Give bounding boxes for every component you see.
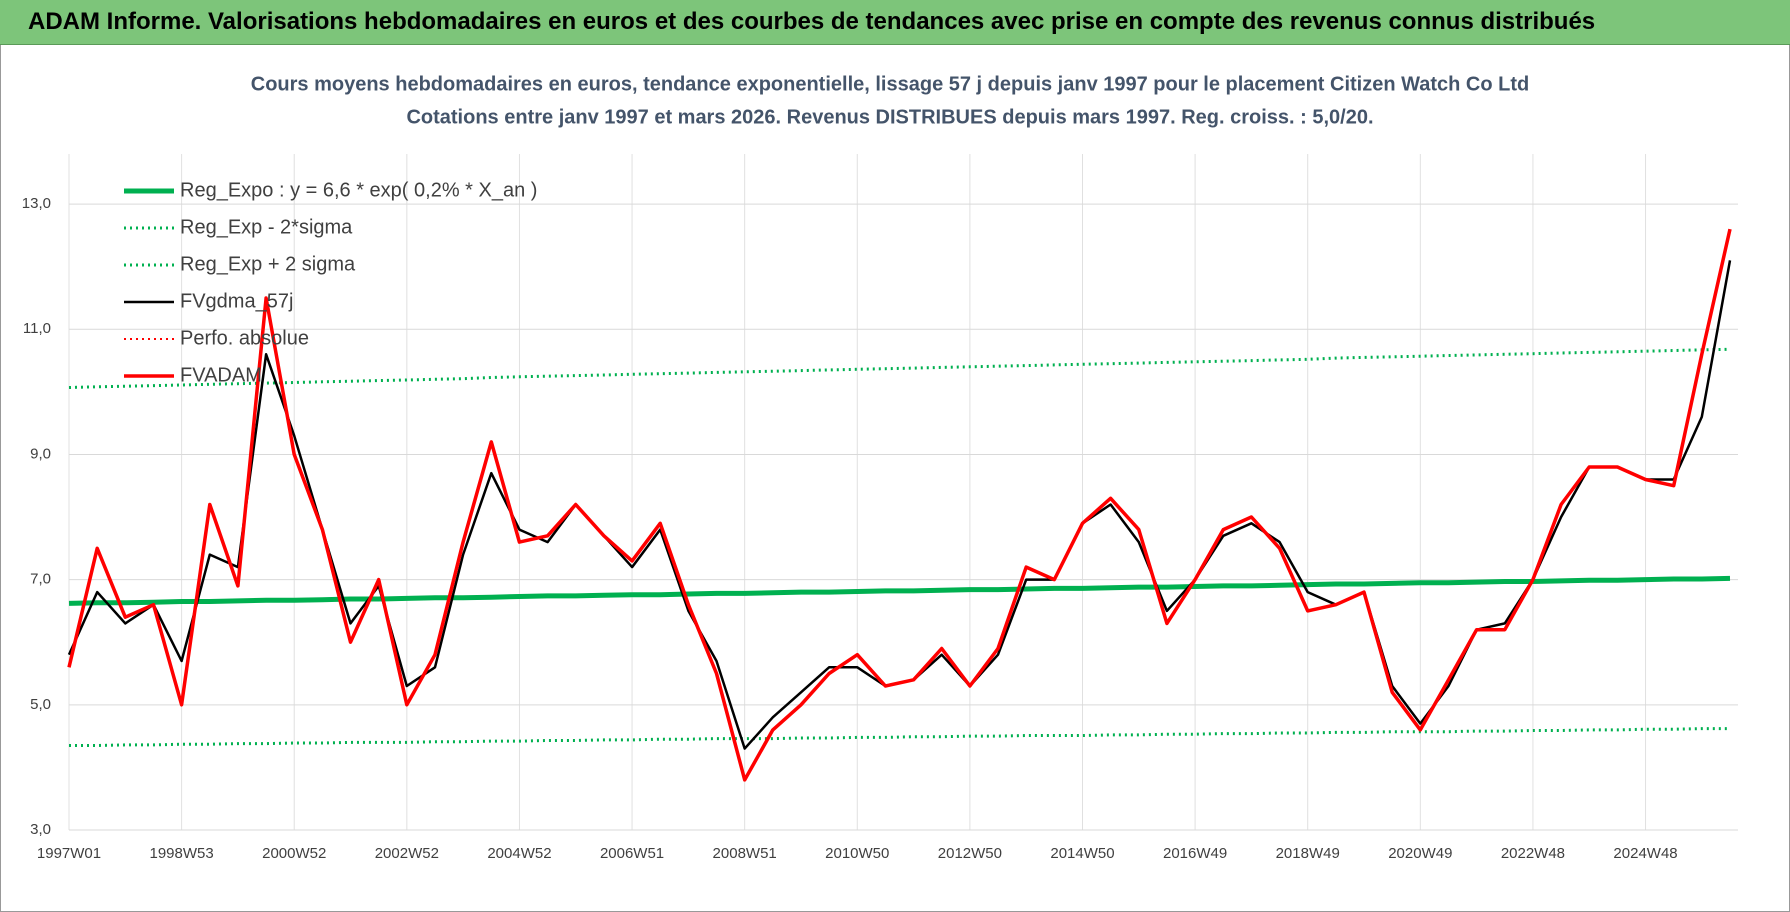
header-title: ADAM Informe. Valorisations hebdomadaire… (28, 8, 1596, 35)
legend-label: Reg_Exp - 2*sigma (180, 216, 353, 238)
legend-label: FVgdma_57j (180, 290, 293, 312)
series-line (67, 228, 1732, 782)
y-tick-label: 7,0 (30, 571, 51, 588)
series-line (69, 727, 1730, 747)
x-tick-label: 2000W52 (262, 845, 326, 862)
x-tick-label: 2024W48 (1613, 845, 1677, 862)
x-tick-label: 1997W01 (37, 845, 101, 862)
x-tick-label: 2016W49 (1163, 845, 1227, 862)
x-tick-label: 2020W49 (1388, 845, 1452, 862)
x-tick-label: 2006W51 (600, 845, 664, 862)
x-tick-label: 2012W50 (938, 845, 1002, 862)
x-tick-label: 1998W53 (150, 845, 214, 862)
legend-label: FVADAM (180, 364, 262, 386)
y-tick-label: 5,0 (30, 696, 51, 713)
legend-label: Perfo. absolue (180, 327, 309, 349)
x-tick-label: 2002W52 (375, 845, 439, 862)
series-line (67, 260, 1732, 750)
y-tick-label: 9,0 (30, 445, 51, 462)
chart-subtitle: Cotations entre janv 1997 et mars 2026. … (406, 106, 1373, 128)
legend-label: Reg_Expo : y = 6,6 * exp( 0,2% * X_an ) (180, 179, 537, 201)
x-tick-label: 2008W51 (713, 845, 777, 862)
series-line (68, 347, 1731, 389)
y-tick-label: 13,0 (22, 195, 51, 212)
series-line (68, 575, 1731, 606)
x-tick-label: 2014W50 (1050, 845, 1114, 862)
y-tick-label: 3,0 (30, 821, 51, 838)
x-tick-label: 2010W50 (825, 845, 889, 862)
chart-title: Cours moyens hebdomadaires en euros, ten… (251, 73, 1530, 95)
legend-label: Reg_Exp + 2 sigma (180, 253, 356, 275)
y-tick-label: 11,0 (23, 320, 51, 337)
chart: Cours moyens hebdomadaires en euros, ten… (22, 73, 1738, 862)
x-tick-label: 2004W52 (487, 845, 551, 862)
x-tick-label: 2018W49 (1276, 845, 1340, 862)
header-bar: ADAM Informe. Valorisations hebdomadaire… (0, 0, 1790, 45)
x-tick-label: 2022W48 (1501, 845, 1565, 862)
